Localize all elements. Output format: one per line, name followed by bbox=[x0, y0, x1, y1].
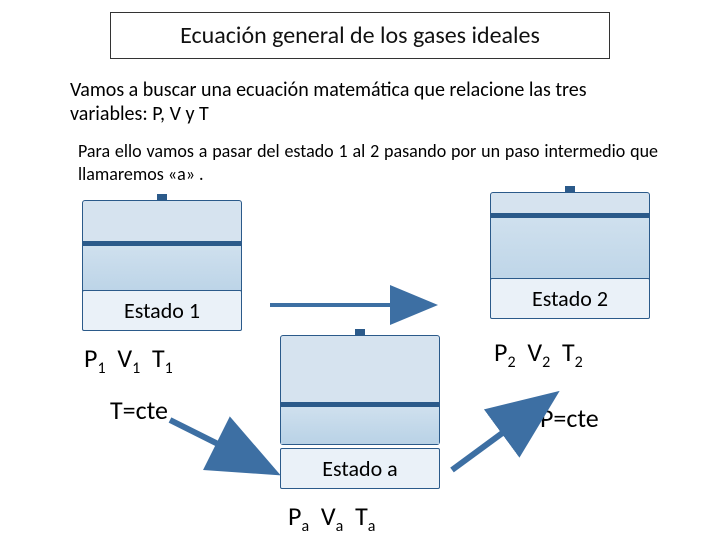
state-2-variables: P2 V2 T2 bbox=[494, 336, 583, 372]
cylinder-body bbox=[280, 335, 440, 445]
intro-paragraph-1: Vamos a buscar una ecuación matemática q… bbox=[70, 78, 660, 126]
constant-t-label: T=cte bbox=[110, 394, 168, 426]
cylinder-body bbox=[82, 200, 242, 300]
state-a-label: Estado a bbox=[280, 448, 440, 489]
cylinder-state-1 bbox=[82, 200, 242, 300]
state-a-variables: Pa Va Ta bbox=[288, 500, 375, 536]
intro-paragraph-2: Para ello vamos a pasar del estado 1 al … bbox=[78, 140, 658, 185]
state-1-variables: P1 V1 T1 bbox=[84, 342, 173, 378]
constant-p-label: P=cte bbox=[540, 402, 599, 434]
cylinder-state-a bbox=[280, 335, 440, 445]
state-1-label: Estado 1 bbox=[82, 290, 242, 331]
gas-fill bbox=[281, 402, 439, 444]
page-title: Ecuación general de los gases ideales bbox=[110, 12, 610, 59]
state-2-label: Estado 2 bbox=[490, 278, 650, 319]
